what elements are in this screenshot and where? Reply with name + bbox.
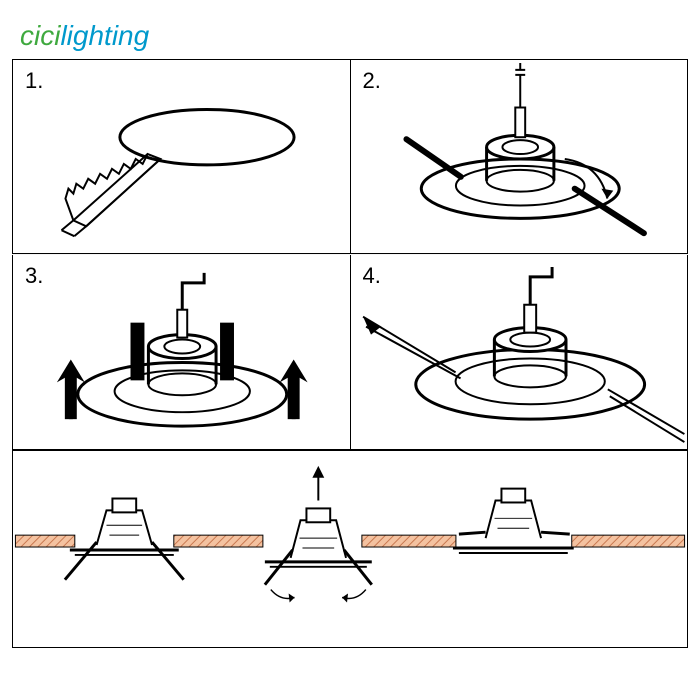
step-4-drawing (351, 255, 688, 449)
fixture-stage-1 (65, 499, 184, 580)
step-3-drawing (13, 255, 350, 449)
step-3-panel: 3. (12, 255, 351, 450)
fixture-stage-3 (453, 489, 574, 553)
step-4-panel: 4. (351, 255, 689, 450)
fixture-stage-2 (265, 466, 372, 603)
bottom-sequence-drawing (13, 451, 687, 647)
instruction-diagram: 1. 2. (12, 60, 688, 648)
installation-sequence-panel (12, 450, 688, 648)
step-2-drawing (351, 60, 688, 253)
brand-logo: cicilighting (20, 20, 149, 52)
logo-part2: lighting (60, 20, 149, 51)
step-1-drawing (13, 60, 350, 253)
logo-part1: cici (20, 20, 60, 51)
step-1-panel: 1. (12, 60, 351, 254)
step-2-panel: 2. (351, 60, 689, 254)
